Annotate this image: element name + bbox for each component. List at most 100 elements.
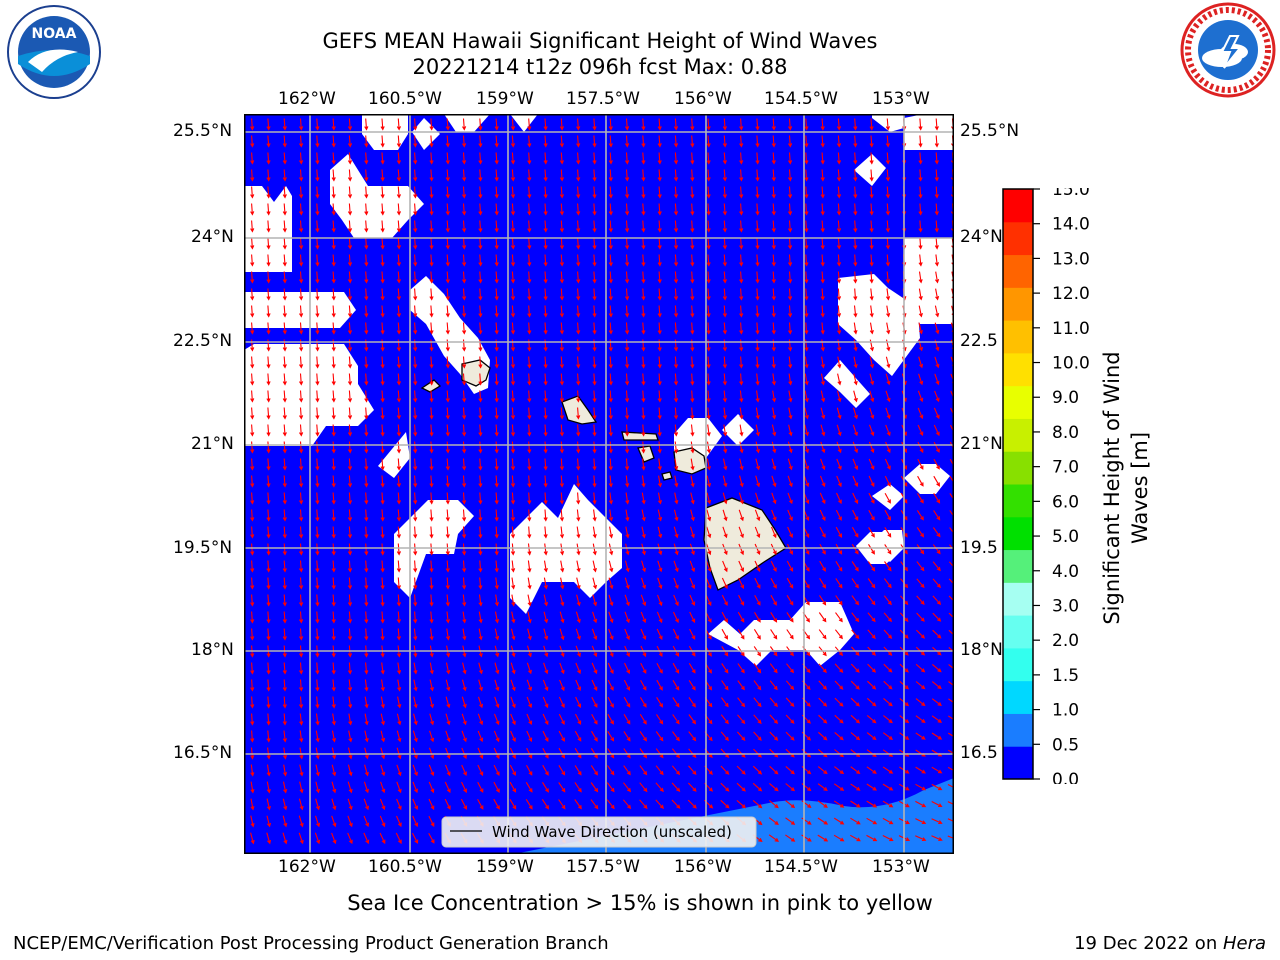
wind-arrow	[527, 628, 532, 641]
wind-arrow	[347, 220, 353, 233]
wind-arrow	[429, 662, 434, 675]
wind-arrow	[625, 526, 630, 539]
wind-arrow	[933, 475, 941, 487]
wind-arrow	[299, 441, 304, 454]
wind-arrow	[445, 475, 450, 488]
wind-arrow	[592, 526, 597, 539]
wind-arrow	[380, 237, 385, 250]
wind-arrow	[804, 305, 809, 318]
wind-arrow	[690, 373, 695, 386]
wind-arrow	[527, 305, 532, 318]
wind-arrow	[689, 577, 696, 590]
wind-arrow	[836, 152, 842, 165]
wind-arrow	[266, 492, 271, 505]
wind-arrow	[625, 220, 630, 233]
wind-arrow	[542, 696, 549, 709]
wind-arrow	[266, 509, 271, 522]
wind-arrow	[379, 832, 386, 845]
wind-arrow	[804, 356, 809, 369]
wind-arrow	[380, 492, 385, 505]
wind-arrow	[429, 526, 434, 539]
wind-arrow	[705, 594, 712, 607]
wind-arrow	[559, 458, 565, 471]
wind-arrow	[625, 475, 630, 488]
wind-arrow	[266, 764, 271, 777]
wind-arrow	[462, 662, 467, 675]
wind-arrow	[592, 356, 597, 369]
wind-arrow	[509, 747, 516, 760]
wind-arrow	[771, 390, 777, 403]
wind-arrow	[510, 271, 516, 284]
wind-arrow	[931, 766, 943, 774]
wind-arrow	[753, 629, 761, 640]
wind-arrow	[462, 135, 467, 148]
wind-arrow	[380, 679, 385, 692]
wind-arrow	[576, 543, 581, 556]
wind-arrow	[931, 801, 943, 808]
wind-arrow	[543, 594, 549, 607]
wind-arrow	[722, 169, 728, 182]
wind-arrow	[655, 748, 664, 759]
wind-arrow	[526, 679, 533, 692]
wind-arrow	[478, 679, 483, 692]
wind-arrow	[836, 475, 842, 488]
wind-arrow	[639, 697, 647, 708]
wind-arrow	[867, 680, 877, 690]
wind-arrow	[720, 799, 730, 809]
wind-arrow	[706, 492, 712, 505]
wind-arrow	[282, 356, 287, 369]
wind-arrow	[445, 152, 450, 165]
wind-arrow	[739, 152, 744, 165]
lon-tick-bottom: 162°W	[278, 857, 336, 877]
wind-arrow	[690, 305, 695, 318]
wind-arrow	[494, 322, 499, 335]
wind-arrow	[347, 135, 353, 148]
wind-arrow	[673, 577, 679, 590]
wind-arrow	[916, 544, 925, 555]
lat-tick-left: 21°N	[191, 434, 234, 454]
wind-arrow	[445, 135, 450, 148]
wind-arrow	[429, 237, 434, 250]
wind-arrow	[915, 681, 926, 690]
wind-arrow	[788, 322, 793, 335]
wind-arrow	[625, 271, 630, 284]
wind-arrow	[266, 713, 271, 726]
wind-arrow	[266, 832, 272, 845]
wind-arrow	[739, 424, 744, 437]
wind-arrow	[347, 560, 353, 573]
wind-arrow	[755, 254, 760, 267]
lat-tick-right: 21°N	[960, 434, 1003, 454]
wind-arrow	[592, 271, 597, 284]
wind-arrow	[885, 271, 891, 284]
wind-arrow	[250, 781, 255, 794]
wind-arrow	[396, 492, 402, 505]
wind-arrow	[592, 254, 597, 267]
wind-arrow	[364, 611, 369, 624]
lon-tick-bottom: 153°W	[872, 857, 930, 877]
wind-arrow	[543, 526, 548, 539]
wind-arrow	[364, 288, 369, 301]
wind-arrow	[755, 169, 760, 182]
wind-arrow	[576, 288, 581, 301]
wind-arrow	[331, 356, 336, 369]
wind-arrow	[869, 271, 874, 284]
wind-arrow	[478, 186, 483, 199]
wind-arrow	[690, 254, 695, 267]
wind-arrow	[347, 492, 353, 505]
wind-arrow	[918, 237, 923, 250]
lat-tick-left: 19.5°N	[173, 538, 233, 558]
wind-arrow	[299, 730, 304, 743]
wind-arrow	[706, 203, 711, 216]
wind-arrow	[886, 322, 891, 335]
wind-arrow	[738, 594, 745, 606]
wind-arrow	[640, 662, 647, 674]
wind-arrow	[299, 492, 304, 505]
wind-arrow	[768, 800, 779, 809]
wind-arrow	[883, 697, 893, 707]
wind-arrow	[918, 356, 924, 369]
wind-arrow	[673, 526, 679, 539]
wind-arrow	[380, 288, 385, 301]
wind-arrow	[331, 713, 336, 726]
colorbar-tick-label: 4.0	[1052, 562, 1079, 582]
wind-arrow	[299, 220, 304, 233]
